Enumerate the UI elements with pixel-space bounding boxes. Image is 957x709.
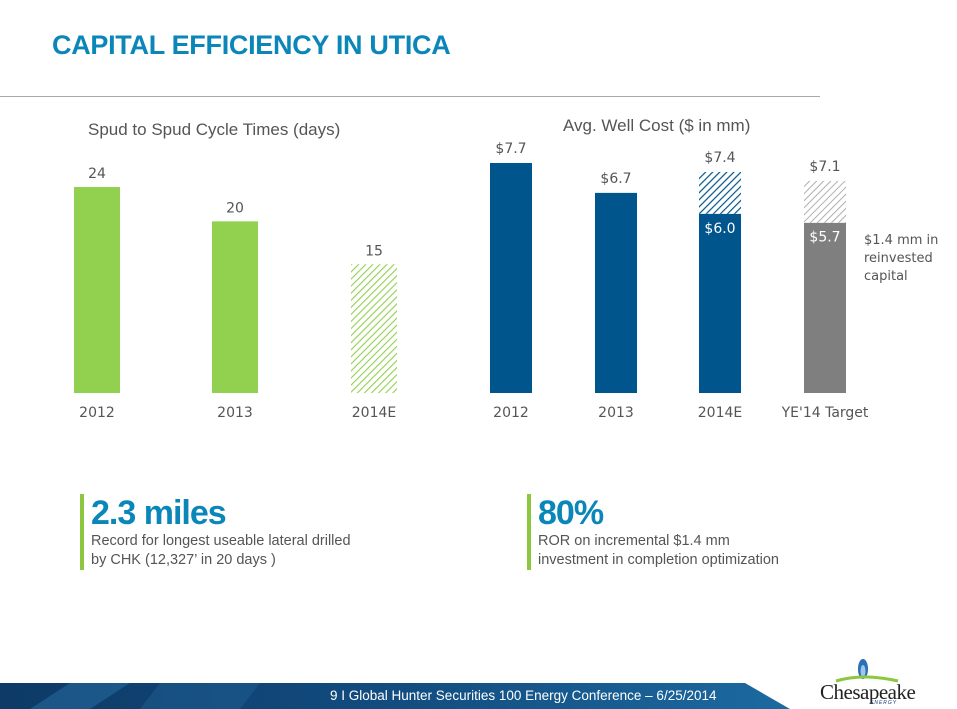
title-divider	[0, 96, 820, 97]
cost-category-label: 2014E	[698, 405, 742, 421]
reinvested-annotation: $1.4 mm in	[864, 233, 938, 248]
logo-text: Chesapeake	[820, 680, 916, 704]
cycle-category-label: 2013	[217, 405, 253, 421]
reinvested-annotation: capital	[864, 269, 908, 284]
kpi-description: Record for longest useable lateral drill…	[91, 533, 351, 568]
cost-bar-base-2012	[490, 163, 532, 393]
cycle-bar-2012	[74, 187, 120, 393]
cycle-value-label: 20	[226, 200, 244, 216]
cost-category-label: 2012	[493, 405, 529, 421]
cost-bar-reinvested-2014E	[699, 171, 741, 214]
cost-bar-base-2013	[595, 192, 637, 393]
kpi-ror: 80% ROR on incremental $1.4 mm investmen…	[527, 494, 779, 570]
cost-total-label: $7.4	[704, 150, 735, 166]
well-cost-chart-title: Avg. Well Cost ($ in mm)	[563, 116, 751, 135]
cycle-value-label: 15	[365, 243, 383, 259]
kpi-value: 80%	[538, 494, 604, 532]
cycle-bar-2013	[212, 221, 258, 393]
footer-text: 9 I Global Hunter Securities 100 Energy …	[330, 688, 717, 703]
cost-bar-base-YE'14 Target	[804, 222, 846, 393]
cost-base-label: $5.7	[809, 230, 840, 246]
cost-total-label: $7.7	[495, 141, 526, 157]
cost-bar-reinvested-YE'14 Target	[804, 180, 846, 223]
kpi-description: ROR on incremental $1.4 mm investment in…	[538, 533, 779, 568]
footer-bar	[0, 683, 790, 709]
cost-base-label: $6.0	[704, 221, 735, 237]
cycle-category-label: 2012	[79, 405, 115, 421]
cost-total-label: $6.7	[600, 171, 631, 187]
chesapeake-logo-icon	[835, 659, 899, 683]
cycle-category-label: 2014E	[352, 405, 396, 421]
cost-category-label: 2013	[598, 405, 634, 421]
cycle-value-label: 24	[88, 166, 106, 182]
cycle-bar-2014E	[351, 264, 397, 393]
kpi-value: 2.3 miles	[91, 494, 227, 532]
cost-category-label: YE'14 Target	[781, 405, 869, 421]
kpi-lateral-length: 2.3 miles Record for longest useable lat…	[80, 494, 351, 570]
logo-subtext: ENERGY	[870, 700, 898, 706]
cost-total-label: $7.1	[809, 159, 840, 175]
slide-title: CAPITAL EFFICIENCY IN UTICA	[52, 30, 451, 60]
cost-bar-base-2014E	[699, 213, 741, 393]
charts-canvas: 24 2012 20 2013 15 2014E $7.7 2012 $6.7 2013 $6.0 $…	[74, 141, 938, 421]
reinvested-annotation: reinvested	[864, 251, 933, 266]
cycle-time-chart-title: Spud to Spud Cycle Times (days)	[88, 120, 341, 139]
